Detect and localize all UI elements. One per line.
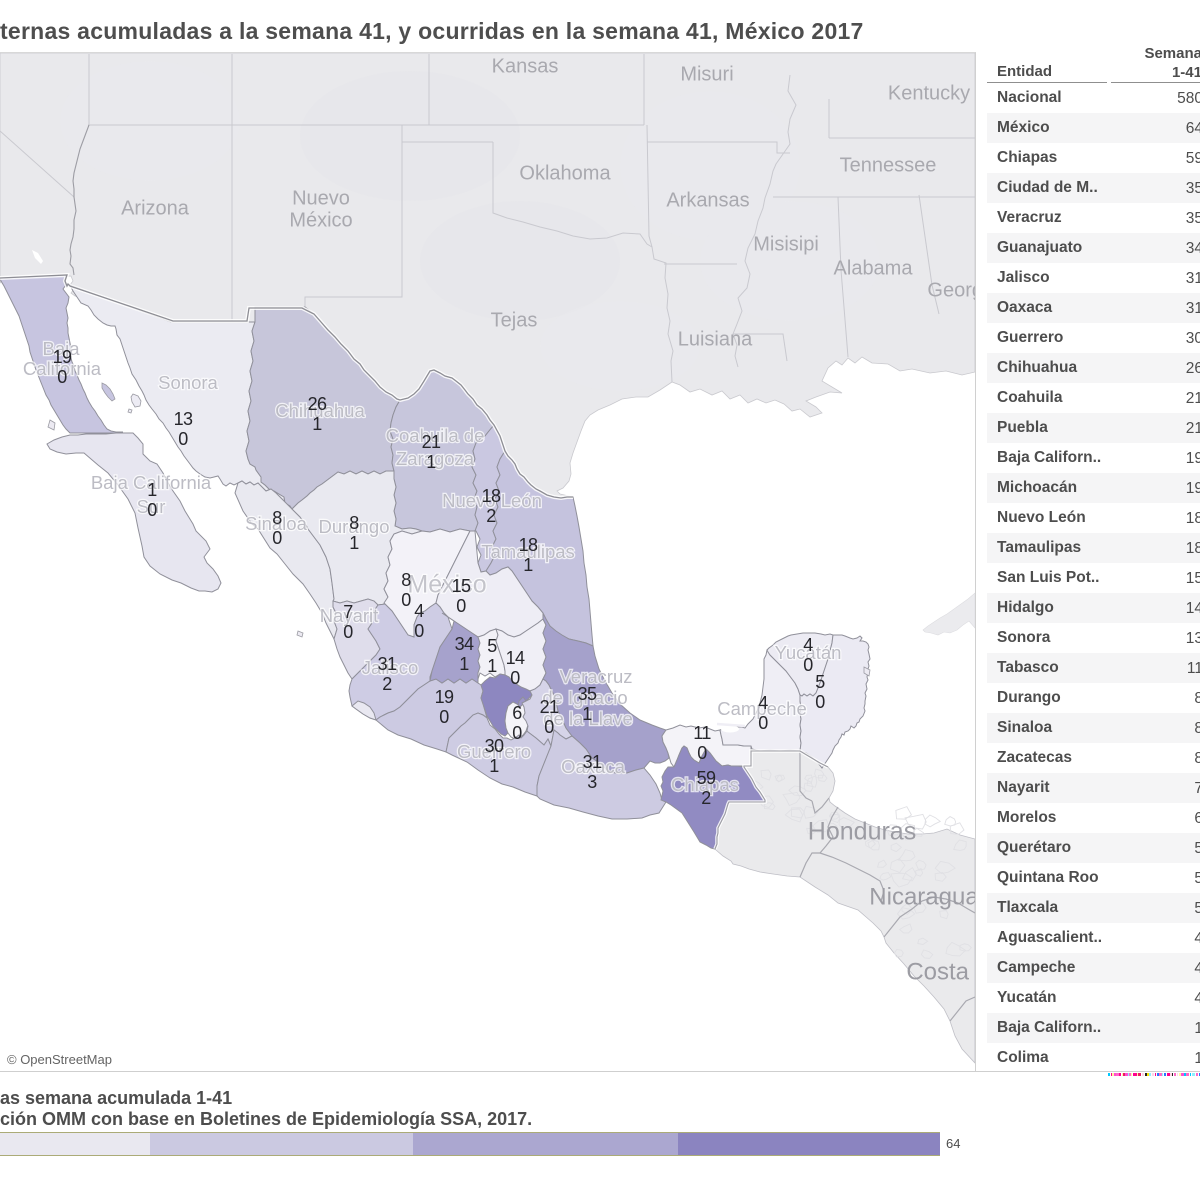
svg-text:Oklahoma: Oklahoma — [519, 162, 611, 184]
svg-text:Tejas: Tejas — [491, 309, 538, 331]
svg-text:Misisipi: Misisipi — [753, 233, 819, 255]
svg-text:31: 31 — [583, 752, 602, 772]
svg-text:8: 8 — [349, 513, 359, 533]
svg-text:8: 8 — [401, 570, 411, 590]
svg-text:Arkansas: Arkansas — [666, 189, 749, 211]
svg-text:Nuevo: Nuevo — [292, 187, 350, 209]
svg-text:0: 0 — [697, 743, 707, 763]
svg-text:6: 6 — [512, 703, 522, 723]
svg-text:5: 5 — [815, 672, 825, 692]
svg-text:1: 1 — [489, 756, 499, 776]
svg-text:Nicaragua: Nicaragua — [869, 883, 975, 910]
svg-text:0: 0 — [815, 692, 825, 712]
svg-text:8: 8 — [272, 508, 282, 528]
svg-text:21: 21 — [422, 432, 441, 452]
svg-text:México: México — [289, 209, 352, 231]
svg-text:4: 4 — [414, 601, 424, 621]
svg-text:13: 13 — [174, 409, 193, 429]
svg-text:Chiapas: Chiapas — [671, 774, 739, 795]
svg-text:2: 2 — [486, 506, 496, 526]
svg-text:1: 1 — [349, 533, 359, 553]
svg-text:Luisiana: Luisiana — [678, 328, 753, 350]
svg-text:7: 7 — [343, 602, 353, 622]
svg-text:15: 15 — [452, 576, 471, 596]
svg-text:Tamaulipas: Tamaulipas — [481, 541, 575, 562]
svg-text:Alabama: Alabama — [834, 257, 914, 279]
svg-text:18: 18 — [482, 486, 501, 506]
svg-text:30: 30 — [485, 736, 504, 756]
svg-text:1: 1 — [487, 656, 497, 676]
svg-text:Jalisco: Jalisco — [362, 657, 419, 678]
svg-text:California: California — [23, 358, 102, 379]
svg-text:11: 11 — [693, 723, 711, 743]
svg-text:0: 0 — [343, 622, 353, 642]
svg-text:Georgia: Georgia — [927, 279, 975, 301]
svg-text:0: 0 — [544, 717, 554, 737]
svg-text:0: 0 — [57, 367, 67, 387]
svg-text:34: 34 — [455, 634, 474, 654]
svg-text:0: 0 — [414, 621, 424, 641]
svg-text:Zaragoza: Zaragoza — [396, 448, 475, 469]
svg-text:Campeche: Campeche — [717, 698, 806, 719]
svg-text:de Ignacio: de Ignacio — [542, 687, 627, 708]
svg-text:Sonora: Sonora — [158, 372, 218, 393]
svg-text:0: 0 — [147, 500, 157, 520]
svg-text:Kentucky: Kentucky — [888, 82, 970, 104]
svg-text:1: 1 — [312, 414, 322, 434]
svg-text:0: 0 — [510, 668, 520, 688]
svg-text:19: 19 — [53, 347, 72, 367]
svg-text:21: 21 — [540, 697, 559, 717]
svg-text:Baja: Baja — [42, 338, 80, 359]
svg-text:4: 4 — [803, 635, 813, 655]
svg-text:3: 3 — [587, 772, 597, 792]
svg-text:Honduras: Honduras — [808, 818, 916, 846]
svg-text:Durango: Durango — [319, 516, 390, 537]
svg-text:26: 26 — [308, 394, 327, 414]
svg-text:Sinaloa: Sinaloa — [245, 513, 307, 534]
svg-text:2: 2 — [382, 674, 392, 694]
svg-text:0: 0 — [401, 590, 411, 610]
svg-text:35: 35 — [578, 684, 597, 704]
svg-text:de la Llave: de la Llave — [543, 708, 632, 729]
svg-text:0: 0 — [439, 707, 449, 727]
svg-text:Guerrero: Guerrero — [457, 741, 531, 762]
svg-text:1: 1 — [147, 480, 157, 500]
svg-text:Nuevo León: Nuevo León — [442, 490, 542, 511]
svg-text:Sur: Sur — [137, 496, 166, 517]
svg-text:1: 1 — [582, 704, 592, 724]
svg-text:Yucatán: Yucatán — [775, 642, 842, 663]
svg-text:1: 1 — [426, 452, 436, 472]
svg-text:Veracruz: Veracruz — [559, 666, 632, 687]
svg-text:0: 0 — [512, 723, 522, 743]
svg-text:Oaxaca: Oaxaca — [561, 756, 625, 777]
svg-text:5: 5 — [487, 636, 497, 656]
svg-text:31: 31 — [378, 654, 397, 674]
svg-text:18: 18 — [519, 535, 538, 555]
svg-text:0: 0 — [456, 596, 466, 616]
svg-text:19: 19 — [435, 687, 454, 707]
svg-text:México: México — [407, 571, 486, 599]
svg-text:14: 14 — [506, 648, 525, 668]
svg-text:Costa Rica: Costa Rica — [906, 958, 975, 985]
svg-text:Arizona: Arizona — [121, 197, 190, 219]
svg-text:Kansas: Kansas — [492, 55, 559, 77]
svg-text:Baja California: Baja California — [91, 472, 212, 493]
svg-text:4: 4 — [758, 693, 768, 713]
svg-text:2: 2 — [701, 788, 711, 808]
svg-text:Chihuahua: Chihuahua — [275, 400, 365, 421]
svg-text:0: 0 — [758, 713, 768, 733]
svg-text:Nayarit: Nayarit — [320, 605, 379, 626]
svg-text:Tennessee: Tennessee — [840, 154, 937, 176]
svg-text:1: 1 — [523, 555, 533, 575]
svg-text:0: 0 — [178, 429, 188, 449]
svg-text:Misuri: Misuri — [680, 63, 733, 85]
svg-text:1: 1 — [459, 654, 469, 674]
svg-text:Coahuila de: Coahuila de — [386, 425, 485, 446]
svg-text:59: 59 — [697, 768, 716, 788]
svg-text:0: 0 — [803, 655, 813, 675]
svg-text:0: 0 — [272, 528, 282, 548]
